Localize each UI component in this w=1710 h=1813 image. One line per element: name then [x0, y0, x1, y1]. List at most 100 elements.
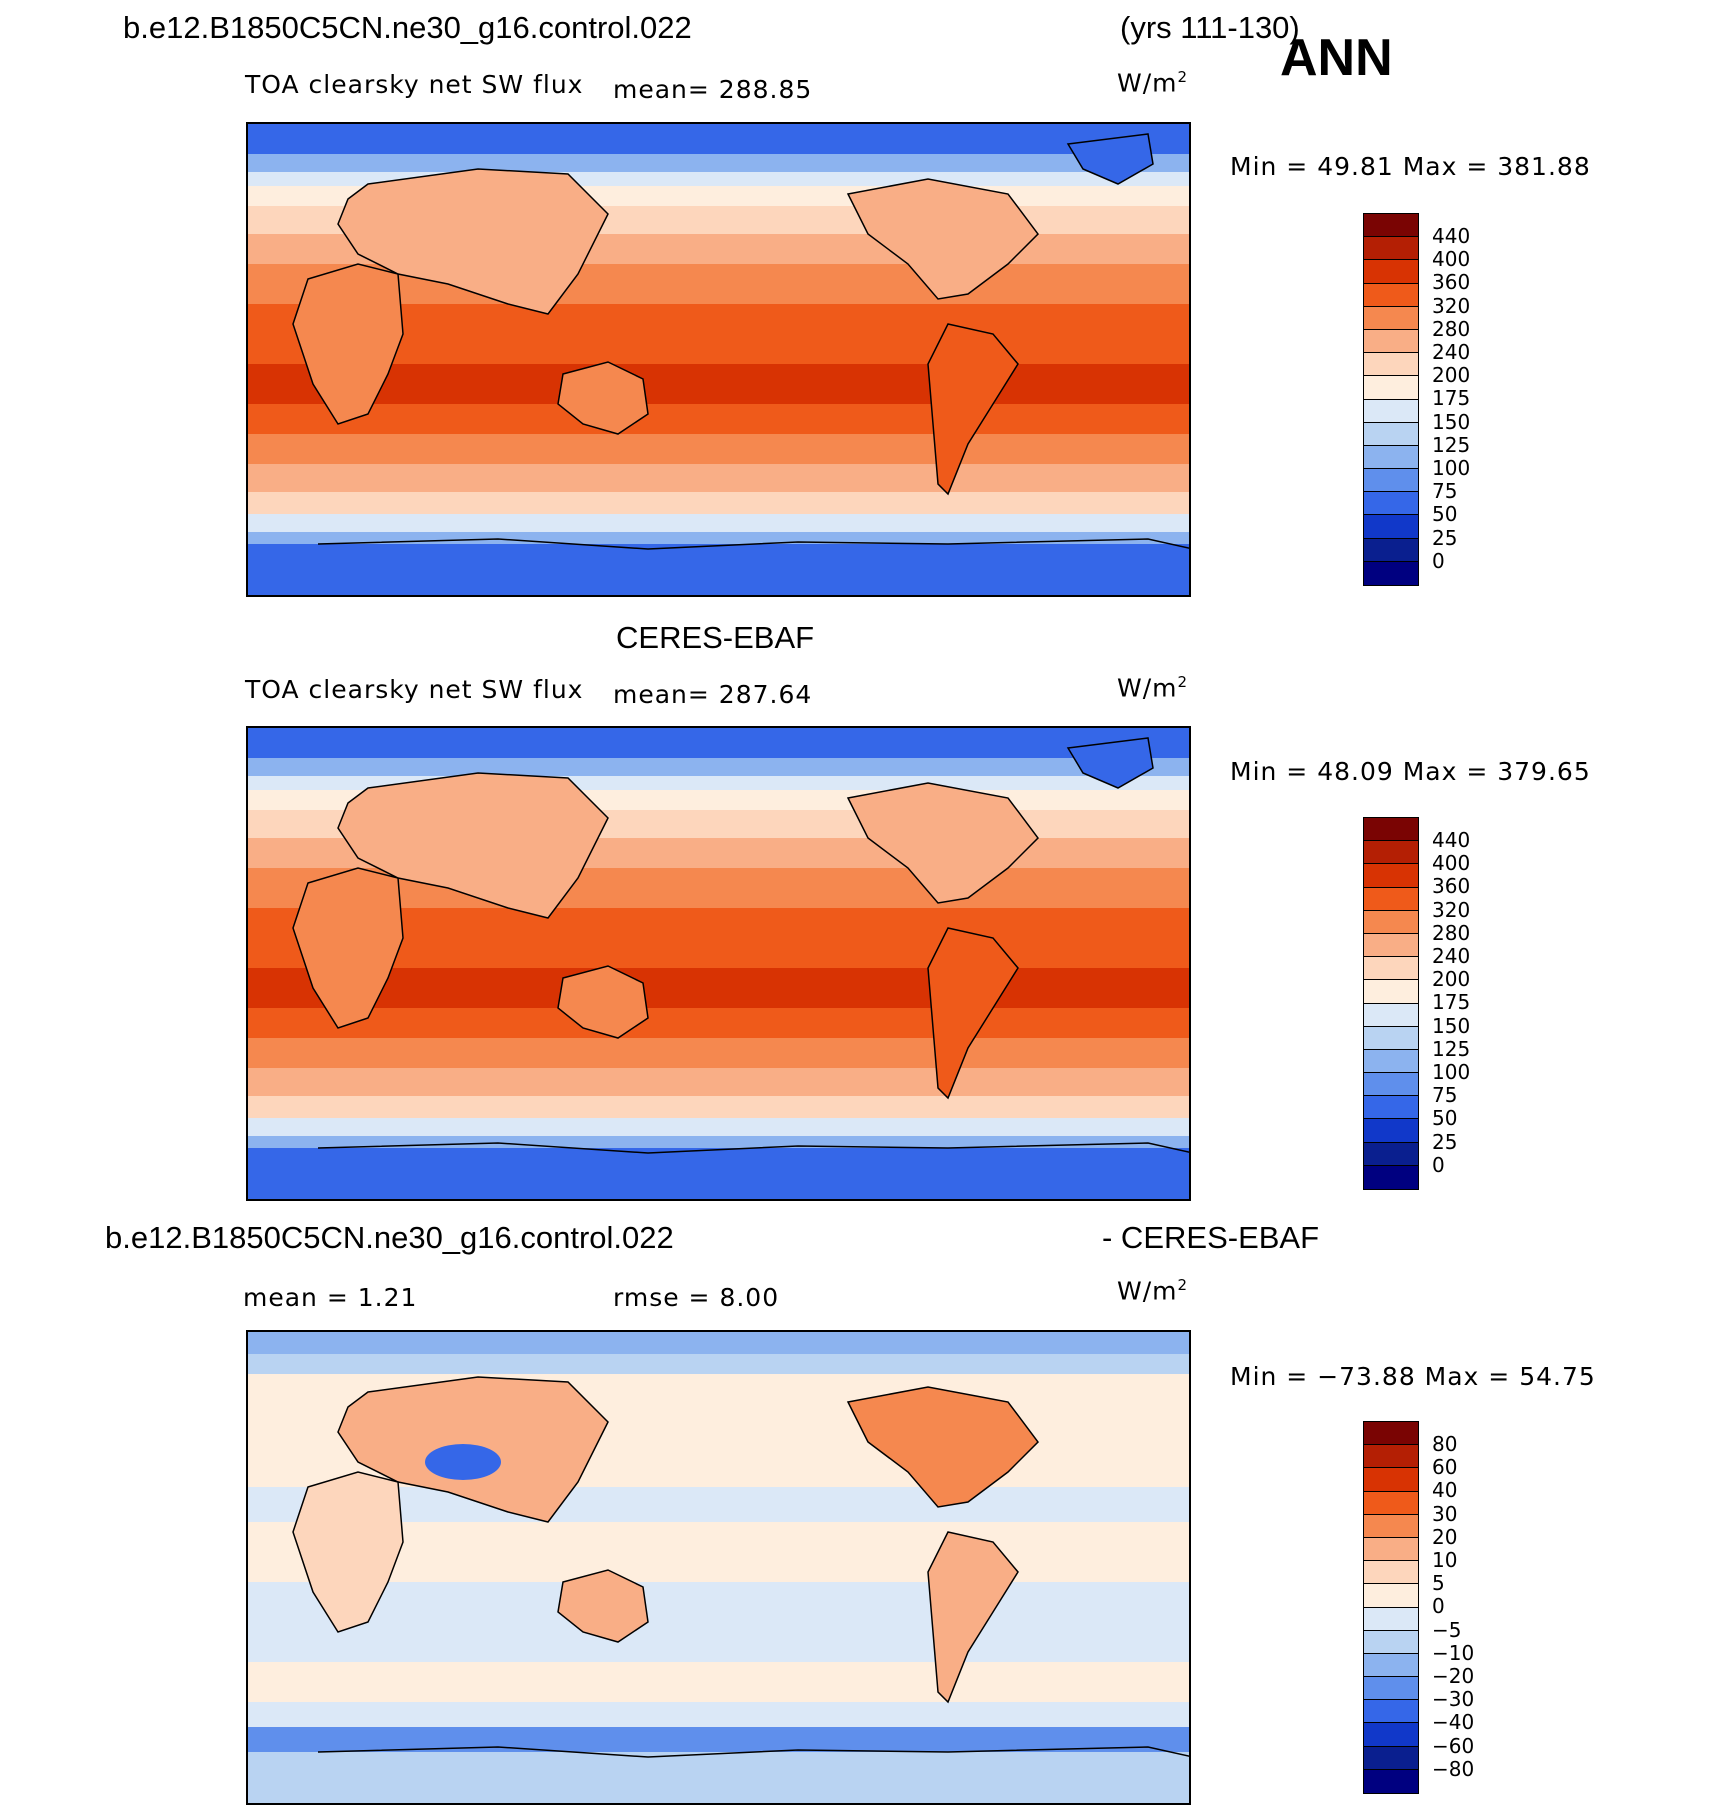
colorbar-tick-label: 75	[1432, 479, 1458, 504]
colorbar-swatch	[1364, 353, 1418, 377]
colorbar-tick-label: 200	[1432, 363, 1471, 388]
panel1-colorbar	[1363, 213, 1419, 586]
colorbar-tick-label: −80	[1432, 1756, 1475, 1781]
panel3-map-field	[248, 1332, 1189, 1803]
colorbar-tick-label: 75	[1432, 1083, 1458, 1108]
colorbar-tick-label: 50	[1432, 1106, 1458, 1131]
colorbar-tick-label: 240	[1432, 340, 1471, 364]
colorbar-swatch	[1364, 887, 1418, 911]
colorbar-swatch	[1364, 237, 1418, 261]
years-range: (yrs 111-130)	[1120, 10, 1300, 45]
colorbar-swatch	[1364, 422, 1418, 446]
colorbar-swatch	[1364, 1491, 1418, 1515]
colorbar-swatch	[1364, 538, 1418, 562]
panel2-minmax: Min = 48.09 Max = 379.65	[1230, 757, 1591, 786]
colorbar-tick-label: 440	[1432, 828, 1471, 852]
colorbar-swatch	[1364, 492, 1418, 516]
colorbar-tick-label: 280	[1432, 920, 1471, 945]
colorbar-swatch	[1364, 1769, 1418, 1793]
colorbar-tick-label: 400	[1432, 851, 1471, 876]
colorbar-swatch	[1364, 1607, 1418, 1631]
colorbar-swatch	[1364, 1142, 1418, 1166]
panel3-rmse: rmse = 8.00	[613, 1283, 780, 1312]
colorbar-swatch	[1364, 1514, 1418, 1538]
colorbar-tick-label: 25	[1432, 1129, 1458, 1154]
colorbar-swatch	[1364, 1584, 1418, 1608]
colorbar-tick-label: −20	[1432, 1664, 1475, 1688]
colorbar-tick-label: 440	[1432, 224, 1471, 248]
panel2-units: W/m2	[1117, 673, 1189, 703]
colorbar-swatch	[1364, 515, 1418, 539]
obs-name: CERES-EBAF	[616, 620, 815, 655]
colorbar-tick-label: 30	[1432, 1501, 1458, 1526]
colorbar-tick-label: 360	[1432, 874, 1471, 899]
colorbar-tick-label: −30	[1432, 1687, 1475, 1712]
panel1-units: W/m2	[1117, 68, 1189, 98]
panel3-minmax: Min = −73.88 Max = 54.75	[1230, 1362, 1596, 1391]
colorbar-swatch	[1364, 329, 1418, 354]
colorbar-tick-label: −40	[1432, 1710, 1475, 1735]
colorbar-tick-label: 50	[1432, 502, 1458, 527]
colorbar-swatch	[1364, 1096, 1418, 1120]
colorbar-tick-label: 0	[1432, 1152, 1445, 1177]
diff-case-name: b.e12.B1850C5CN.ne30_g16.control.022	[105, 1220, 674, 1255]
panel2-map-field	[248, 728, 1189, 1199]
colorbar-tick-label: 100	[1432, 456, 1471, 480]
colorbar-swatch	[1364, 933, 1418, 958]
panel3-units: W/m2	[1117, 1276, 1189, 1306]
colorbar-swatch	[1364, 214, 1418, 238]
colorbar-tick-label: 175	[1432, 990, 1471, 1015]
colorbar-swatch	[1364, 841, 1418, 865]
panel3-mean: mean = 1.21	[243, 1283, 418, 1312]
panel1-minmax: Min = 49.81 Max = 381.88	[1230, 152, 1591, 181]
colorbar-tick-label: 10	[1432, 1548, 1458, 1572]
colorbar-tick-label: −10	[1432, 1640, 1475, 1665]
colorbar-swatch	[1364, 1677, 1418, 1701]
colorbar-tick-label: 125	[1432, 1036, 1471, 1061]
colorbar-tick-label: 125	[1432, 432, 1471, 457]
colorbar-tick-label: 320	[1432, 897, 1471, 922]
colorbar-tick-label: 0	[1432, 1594, 1445, 1619]
colorbar-swatch	[1364, 1049, 1418, 1074]
panel1-map-field	[248, 124, 1189, 595]
colorbar-tick-label: 40	[1432, 1478, 1458, 1503]
colorbar-swatch	[1364, 1422, 1418, 1446]
colorbar-tick-label: 240	[1432, 944, 1471, 968]
colorbar-tick-label: 0	[1432, 548, 1445, 573]
colorbar-tick-label: 150	[1432, 1013, 1471, 1038]
colorbar-swatch	[1364, 1445, 1418, 1469]
diff-obs-name: - CERES-EBAF	[1102, 1220, 1320, 1255]
colorbar-tick-label: 60	[1432, 1455, 1458, 1480]
colorbar-swatch	[1364, 1746, 1418, 1770]
colorbar-swatch	[1364, 1653, 1418, 1678]
colorbar-tick-label: 400	[1432, 247, 1471, 272]
case-name: b.e12.B1850C5CN.ne30_g16.control.022	[123, 10, 692, 45]
colorbar-tick-label: 150	[1432, 409, 1471, 434]
panel2-colorbar	[1363, 817, 1419, 1190]
colorbar-swatch	[1364, 283, 1418, 307]
panel3-colorbar	[1363, 1421, 1419, 1794]
colorbar-swatch	[1364, 1630, 1418, 1654]
colorbar-swatch	[1364, 1165, 1418, 1189]
panel2-mean: mean= 287.64	[613, 680, 813, 709]
colorbar-swatch	[1364, 818, 1418, 842]
colorbar-swatch	[1364, 1561, 1418, 1585]
colorbar-tick-label: 100	[1432, 1060, 1471, 1084]
colorbar-swatch	[1364, 260, 1418, 284]
colorbar-swatch	[1364, 376, 1418, 400]
colorbar-tick-label: 320	[1432, 293, 1471, 318]
colorbar-swatch	[1364, 445, 1418, 470]
colorbar-swatch	[1364, 1003, 1418, 1027]
colorbar-swatch	[1364, 1723, 1418, 1747]
colorbar-swatch	[1364, 957, 1418, 981]
colorbar-swatch	[1364, 864, 1418, 888]
colorbar-swatch	[1364, 1026, 1418, 1050]
panel2-map	[246, 726, 1191, 1201]
colorbar-tick-label: −60	[1432, 1733, 1475, 1758]
colorbar-swatch	[1364, 1119, 1418, 1143]
colorbar-tick-label: −5	[1432, 1617, 1462, 1642]
colorbar-swatch	[1364, 469, 1418, 493]
panel1-map	[246, 122, 1191, 597]
colorbar-tick-label: 200	[1432, 967, 1471, 992]
colorbar-tick-label: 280	[1432, 316, 1471, 341]
